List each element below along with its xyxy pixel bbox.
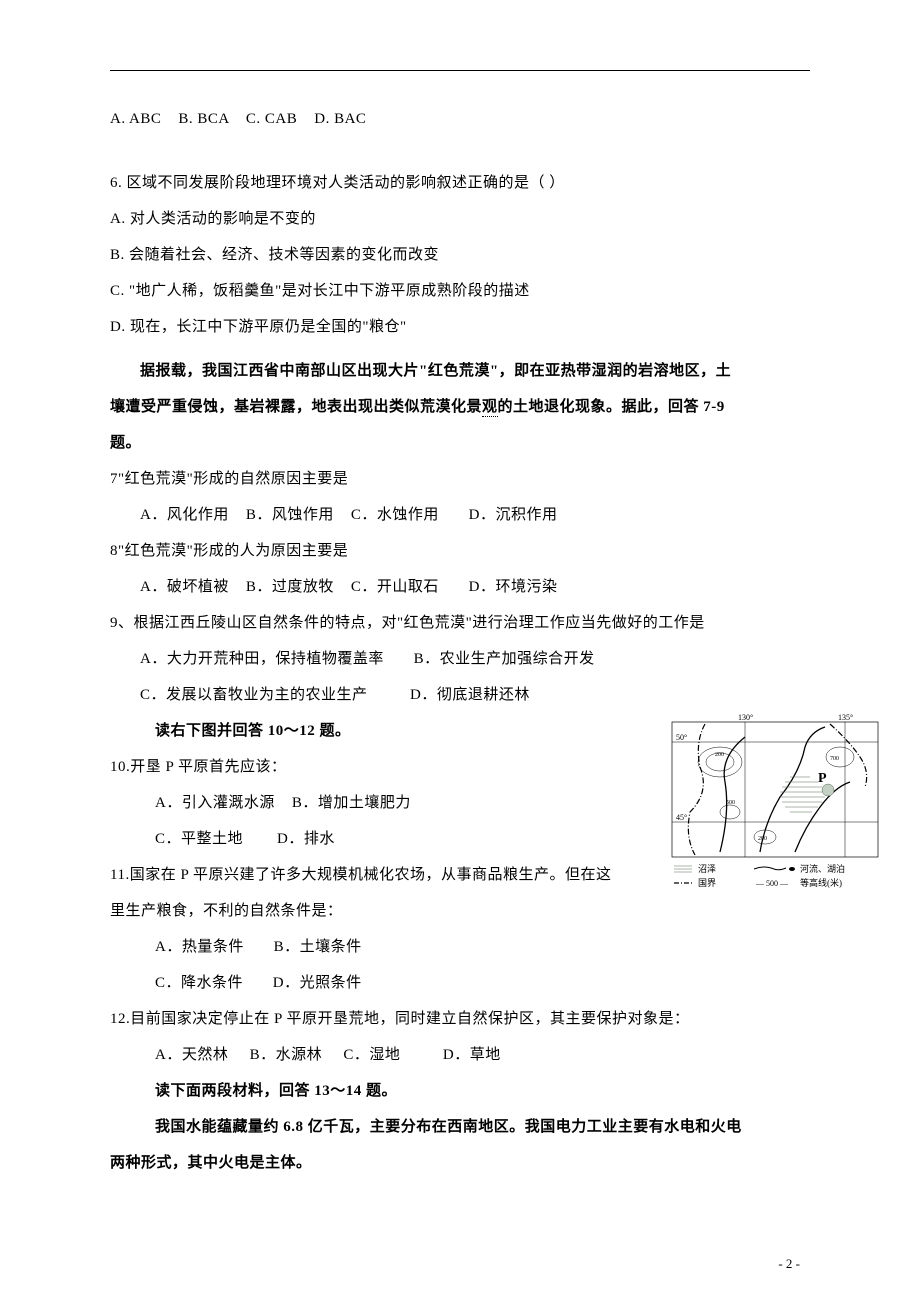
legend-contour: 等高线(米) [800,877,842,888]
contour-200a: 200 [715,752,724,758]
q6-opt-a: A. 对人类活动的影响是不变的 [110,201,810,237]
q12-a: A．天然林 [155,1047,228,1063]
q12-stem: 12.目前国家决定停止在 P 平原开垦荒地，同时建立自然保护区，其主要保护对象是… [110,1001,810,1037]
lon130: 130° [738,713,753,722]
q12-d: D．草地 [443,1047,501,1063]
q8-options: A．破坏植被 B．过度放牧 C．开山取石 D．环境污染 [110,569,810,605]
q6-opt-d: D. 现在，长江中下游平原仍是全国的"粮仓" [110,309,810,345]
top-divider [110,70,810,71]
legend-contour-val: — 500 — [755,879,789,888]
legend-border: 国界 [698,878,716,888]
top-options-row: A. ABC B. BCA C. CAB D. BAC [110,101,810,137]
q10-d: D．排水 [277,831,335,847]
opt-d: D. BAC [314,111,366,127]
q6-stem: 6. 区域不同发展阶段地理环境对人类活动的影响叙述正确的是（ ） [110,165,810,201]
q11-c: C．降水条件 [155,975,243,991]
passage7-line2: 壤遭受严重侵蚀，基岩裸露，地表出现出类似荒漠化景观的土地退化现象。据此，回答 7… [110,389,810,425]
document-page: A. ABC B. BCA C. CAB D. BAC 6. 区域不同发展阶段地… [0,0,920,1221]
q7-stem: 7"红色荒漠"形成的自然原因主要是 [110,461,810,497]
q9-stem: 9、根据江西丘陵山区自然条件的特点，对"红色荒漠"进行治理工作应当先做好的工作是 [110,605,810,641]
q10-b: B．增加土壤肥力 [292,795,411,811]
q9-options-row1: A．大力开荒种田，保持植物覆盖率 B．农业生产加强综合开发 [110,641,810,677]
q9-b: B．农业生产加强综合开发 [414,651,595,667]
map-figure: 130° 135° 50° 45° 200 700 500 200 [670,712,880,890]
q8-d: D．环境污染 [469,579,558,595]
opt-c: C. CAB [246,111,297,127]
map-svg: 130° 135° 50° 45° 200 700 500 200 [670,712,880,890]
q11-a: A．热量条件 [155,939,244,955]
passage7-line1-text: 据报载，我国江西省中南部山区出现大片"红色荒漠"，即在亚热带湿润的岩溶地区，土 [140,363,731,379]
q6-opt-c: C. "地广人稀，饭稻羹鱼"是对长江中下游平原成熟阶段的描述 [110,273,810,309]
q11-b: B．土壤条件 [274,939,362,955]
q8-c: C．开山取石 [351,579,439,595]
lat45: 45° [676,813,687,822]
q6-opt-b: B. 会随着社会、经济、技术等因素的变化而改变 [110,237,810,273]
lon135: 135° [838,713,853,722]
opt-b: B. BCA [178,111,229,127]
passage7-line2-c: 的土地退化现象。据此，回答 7-9 [498,399,725,415]
q12-c: C．湿地 [343,1047,400,1063]
q8-stem: 8"红色荒漠"形成的人为原因主要是 [110,533,810,569]
passage13b-line1: 我国水能蕴藏量约 6.8 亿千瓦，主要分布在西南地区。我国电力工业主要有水电和火… [110,1109,810,1145]
passage13b-line2: 两种形式，其中火电是主体。 [110,1145,810,1181]
q9-c: C．发展以畜牧业为主的农业生产 [140,687,368,703]
q12-b: B．水源林 [250,1047,323,1063]
q7-c: C．水蚀作用 [351,507,439,523]
opt-a: A. ABC [110,111,161,127]
q8-b: B．过度放牧 [246,579,334,595]
q7-options: A．风化作用 B．风蚀作用 C．水蚀作用 D．沉积作用 [110,497,810,533]
q12-options: A．天然林 B．水源林 C．湿地 D．草地 [110,1037,810,1073]
q10-a: A．引入灌溉水源 [155,795,275,811]
passage13: 读下面两段材料，回答 13～14 题。 [110,1073,810,1109]
passage7-line1: 据报载，我国江西省中南部山区出现大片"红色荒漠"，即在亚热带湿润的岩溶地区，土 [110,353,810,389]
q7-a: A．风化作用 [140,507,229,523]
q9-options-row2: C．发展以畜牧业为主的农业生产 D．彻底退耕还林 [110,677,810,713]
passage7-line2-a: 壤遭受严重侵蚀，基岩裸露，地表出现出类似荒漠化景 [110,399,482,415]
page-number: - 2 - [778,1256,800,1272]
q8-a: A．破坏植被 [140,579,229,595]
contour-700: 700 [830,756,839,762]
q7-b: B．风蚀作用 [246,507,334,523]
label-p: P [818,771,827,786]
q7-d: D．沉积作用 [469,507,558,523]
contour-200b: 200 [758,836,767,842]
q11-d: D．光照条件 [273,975,362,991]
q9-stem-b: 自然条件的特点，对"红色荒漠"进行治理工作应当先做好的工作是 [258,615,705,631]
passage7-line3: 题。 [110,425,810,461]
passage7-line2-b: 观 [482,399,498,417]
lat50: 50° [676,733,687,742]
q11-stem2: 里生产粮食，不利的自然条件是： [110,893,810,929]
legend-river: 河流、湖泊 [800,863,845,874]
contour-500: 500 [726,800,735,806]
q9-a: A．大力开荒种田，保持植物覆盖率 [140,651,384,667]
q11-options-row1: A．热量条件 B．土壤条件 [110,929,810,965]
legend-swamp: 沼泽 [698,864,716,874]
q9-d: D．彻底退耕还林 [410,687,530,703]
q10-c: C．平整土地 [155,831,243,847]
q9-stem-a: 9、根据江西丘陵山区 [110,615,258,631]
q11-options-row2: C．降水条件 D．光照条件 [110,965,810,1001]
